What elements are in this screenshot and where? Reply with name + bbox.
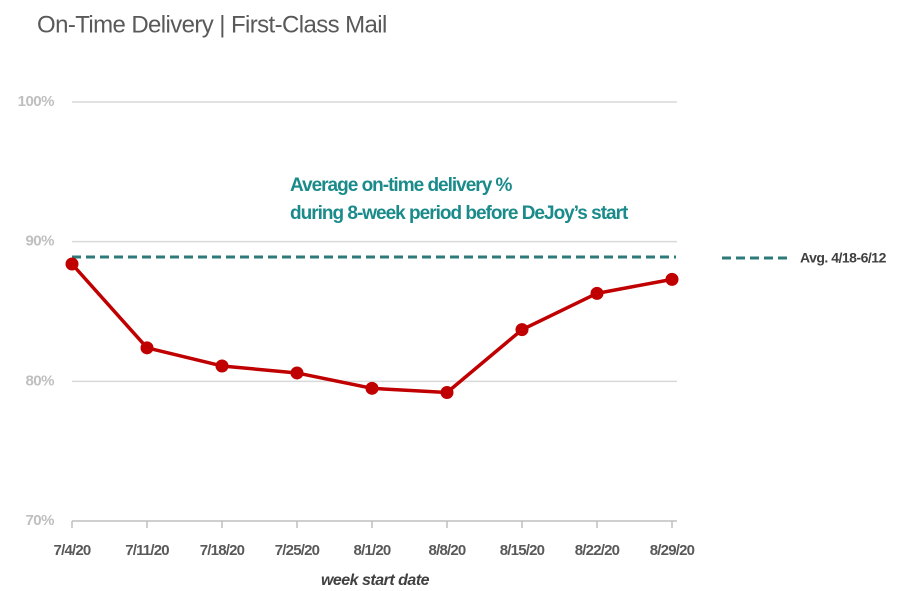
- y-tick-label: 100%: [18, 93, 55, 110]
- y-tick-label: 90%: [25, 233, 54, 250]
- series-line: [70, 262, 673, 395]
- data-point: [440, 386, 454, 400]
- x-tick-label: 8/22/20: [575, 542, 620, 559]
- data-point: [215, 359, 229, 373]
- x-tick-label: 7/11/20: [125, 542, 169, 559]
- data-point: [365, 381, 379, 395]
- data-point: [590, 286, 604, 300]
- x-tick-label: 8/1/20: [354, 542, 391, 559]
- x-tick-label: 7/18/20: [200, 542, 245, 559]
- x-tick-label: 7/25/20: [275, 542, 320, 559]
- legend-label: Avg. 4/18-6/12: [800, 250, 887, 266]
- x-tick-label: 8/29/20: [650, 542, 695, 559]
- x-tick-label: 7/4/20: [54, 542, 91, 559]
- x-axis-label: week start date: [321, 572, 430, 589]
- annotation: during 8-week period before DeJoy’s star…: [290, 203, 629, 224]
- x-tick-label: 8/8/20: [429, 542, 466, 559]
- chart-title: On-Time Delivery | First-Class Mail: [37, 11, 387, 38]
- data-point: [665, 272, 679, 286]
- data-point: [65, 257, 79, 271]
- x-tick-label: 8/15/20: [500, 542, 545, 559]
- data-point: [515, 323, 529, 337]
- y-tick-label: 70%: [25, 512, 54, 529]
- y-tick-label: 80%: [25, 372, 54, 389]
- data-point: [290, 366, 304, 380]
- annotation: Average on-time delivery %: [290, 175, 513, 196]
- data-point: [140, 341, 154, 355]
